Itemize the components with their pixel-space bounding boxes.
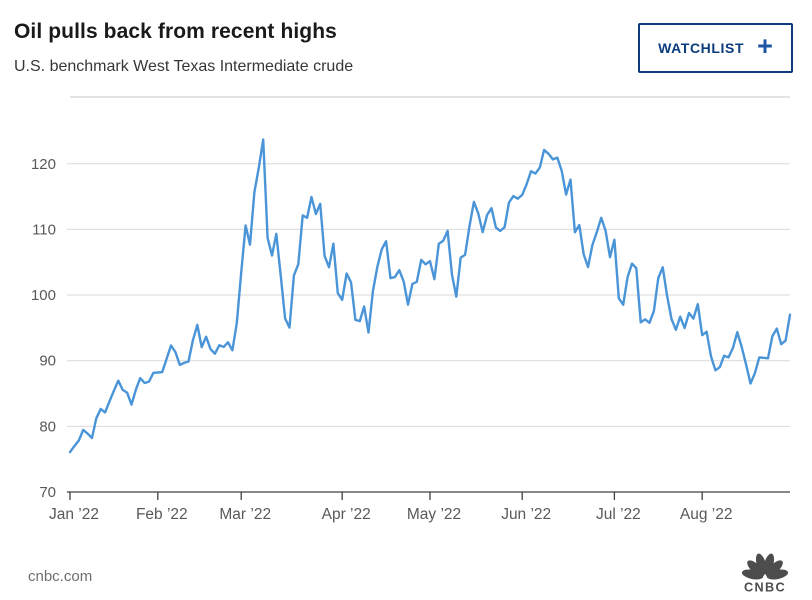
x-tick-label: Jun ’22 — [501, 506, 551, 523]
header-divider — [70, 96, 790, 98]
y-tick-label-90: 90 — [39, 353, 56, 370]
cnbc-logo: CNBC — [741, 553, 789, 594]
y-tick-label-80: 80 — [39, 418, 56, 435]
chart-axes — [67, 491, 790, 500]
price-line-series — [68, 138, 792, 454]
watchlist-button[interactable]: WATCHLIST + — [638, 23, 793, 73]
x-tick-label: May ’22 — [407, 506, 461, 523]
x-tick-label: Jan ’22 — [49, 506, 99, 523]
x-tick-label: Mar ’22 — [219, 506, 271, 523]
y-tick-label-110: 110 — [32, 221, 56, 238]
source-text: cnbc.com — [28, 568, 93, 585]
peacock-icon — [741, 553, 789, 580]
plus-icon: + — [757, 31, 773, 61]
page-subtitle: U.S. benchmark West Texas Intermediate c… — [14, 58, 354, 75]
cnbc-wordmark: CNBC — [744, 581, 786, 594]
price-chart: 70 80 90 100 110 120 Jan ’22 Feb ’22 Mar ’22 Apr … — [31, 138, 792, 523]
x-tick-label: Aug ’22 — [680, 506, 733, 523]
x-tick-label: Jul ’22 — [596, 506, 641, 523]
page-title: Oil pulls back from recent highs — [14, 20, 337, 43]
x-tick-label: Apr ’22 — [322, 506, 371, 523]
y-tick-label-120: 120 — [31, 156, 56, 173]
y-tick-label-70: 70 — [39, 484, 56, 501]
chart-axis-labels: 70 80 90 100 110 120 Jan ’22 Feb ’22 Mar ’22 Apr … — [31, 156, 733, 523]
chart-gridlines — [67, 163, 790, 427]
y-tick-label-100: 100 — [31, 287, 56, 304]
watchlist-button-label: WATCHLIST — [658, 40, 745, 56]
x-tick-label: Feb ’22 — [136, 506, 188, 523]
